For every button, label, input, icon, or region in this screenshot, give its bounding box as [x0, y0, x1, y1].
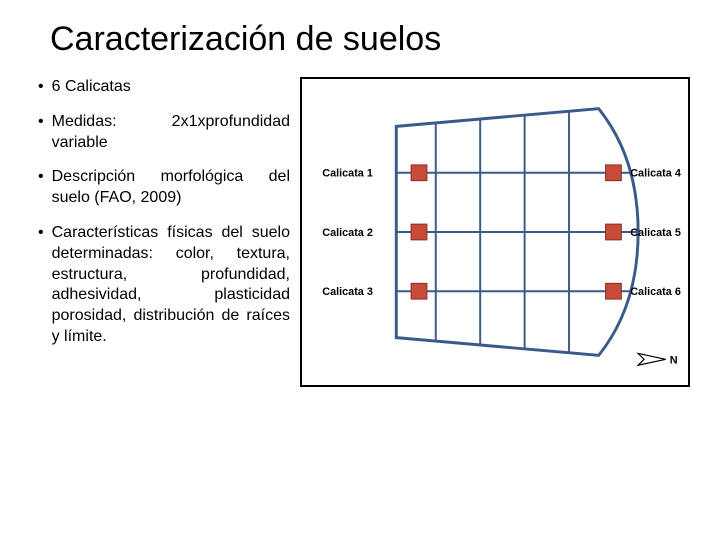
bullet-text: Medidas: 2x1xprofundidad variable	[52, 112, 290, 154]
calicata-label: Calicata 1	[322, 168, 373, 180]
list-item: • Características físicas del suelo dete…	[38, 223, 290, 348]
bullet-icon: •	[38, 223, 44, 348]
list-item: • Medidas: 2x1xprofundidad variable	[38, 112, 290, 154]
calicata-marker	[411, 165, 427, 181]
content-row: • 6 Calicatas • Medidas: 2x1xprofundidad…	[30, 77, 690, 387]
calicata-label: Calicata 4	[630, 168, 681, 180]
calicata-marker	[606, 165, 622, 181]
calicata-label: Calicata 5	[630, 227, 681, 239]
bullet-icon: •	[38, 77, 44, 98]
list-item: • Descripción morfológica del suelo (FAO…	[38, 167, 290, 209]
bullet-icon: •	[38, 167, 44, 209]
calicata-label: Calicata 2	[322, 227, 373, 239]
bullet-text: Descripción morfológica del suelo (FAO, …	[52, 167, 290, 209]
page-title: Caracterización de suelos	[50, 20, 690, 59]
calicata-marker	[411, 283, 427, 299]
bullet-text: Características físicas del suelo determ…	[52, 223, 290, 348]
svg-text:N: N	[670, 354, 678, 366]
calicata-marker	[606, 283, 622, 299]
bullet-text: 6 Calicatas	[52, 77, 290, 98]
bullet-list: • 6 Calicatas • Medidas: 2x1xprofundidad…	[30, 77, 290, 387]
bullet-icon: •	[38, 112, 44, 154]
list-item: • 6 Calicatas	[38, 77, 290, 98]
compass-icon: N	[638, 353, 678, 366]
calicata-marker	[411, 224, 427, 240]
calicata-label: Calicata 6	[630, 286, 681, 298]
calicata-label: Calicata 3	[322, 286, 373, 298]
field-diagram: Calicata 1 Calicata 2 Calicata 3 Calicat…	[300, 77, 690, 387]
calicata-marker	[606, 224, 622, 240]
diagram-svg: Calicata 1 Calicata 2 Calicata 3 Calicat…	[302, 79, 688, 385]
